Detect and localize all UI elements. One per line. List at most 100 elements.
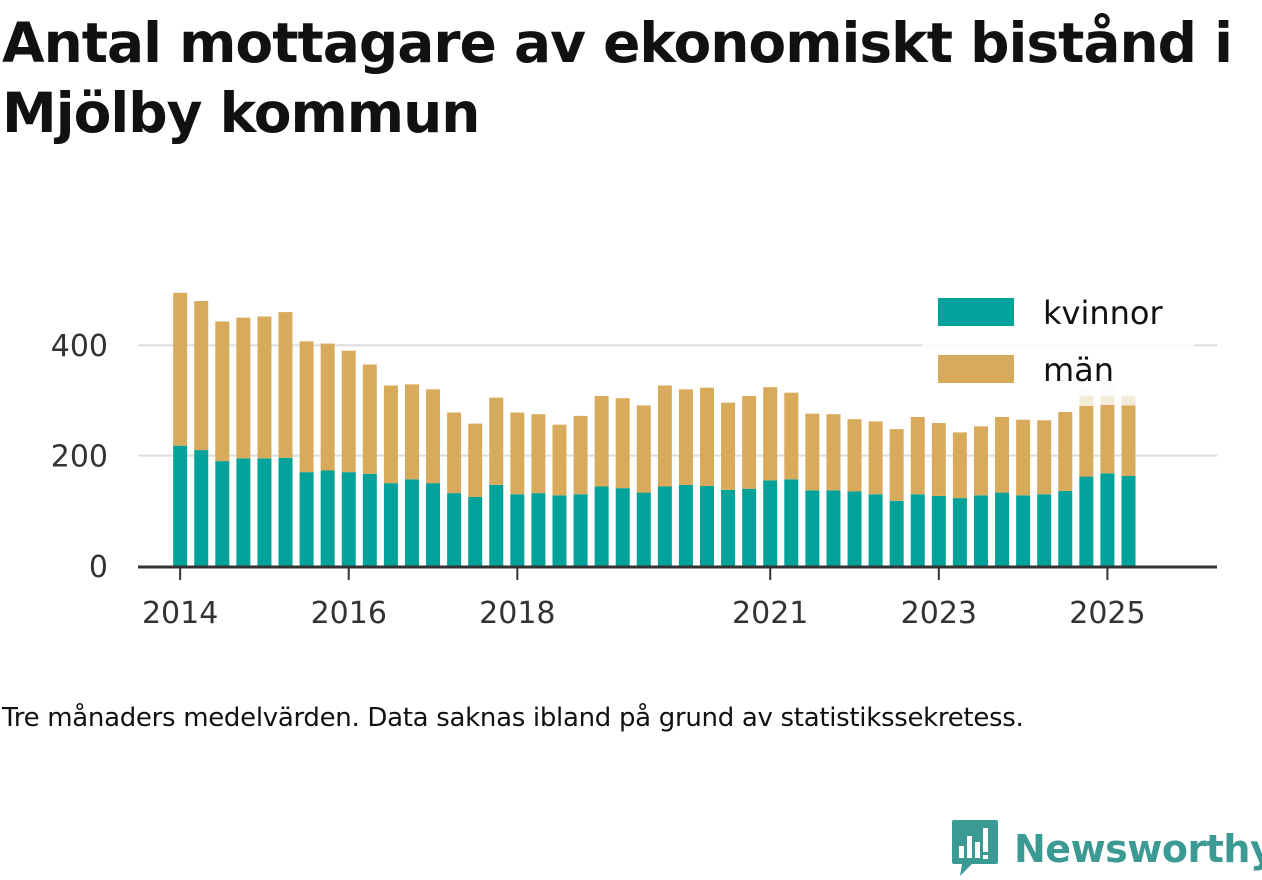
legend-label-kvinnor: kvinnor [1043, 294, 1164, 332]
bar-kvinnor-43 [1079, 476, 1094, 566]
x-tick-label-2023: 2023 [901, 596, 977, 631]
bar-kvinnor-44 [1100, 473, 1115, 566]
bar-män-16 [510, 412, 525, 495]
bar-kvinnor-15 [489, 484, 504, 566]
bar-kvinnor-26 [721, 489, 736, 566]
bar-män-26 [721, 402, 736, 490]
bar-män-8 [341, 350, 356, 473]
bar-män-41 [1037, 420, 1052, 495]
bar-män-32 [847, 419, 862, 492]
bar-kvinnor-10 [383, 483, 398, 566]
bar-kvinnor-22 [636, 492, 651, 566]
bar-kvinnor-11 [404, 479, 419, 566]
bar-kvinnor-28 [763, 480, 778, 566]
bar-kvinnor-16 [510, 494, 525, 566]
bar-män-25 [700, 387, 715, 486]
bar-män-18 [552, 424, 567, 496]
bar-män-1 [194, 301, 209, 451]
bar-kvinnor-21 [615, 488, 630, 566]
bar-män-14 [468, 423, 483, 497]
brand-logo: Newsworthy [950, 818, 1262, 880]
bar-män-40 [1016, 419, 1031, 496]
axes: 0 200 400 2014 2016 2018 2021 2023 2025 [51, 329, 1217, 631]
bar-män-34 [889, 429, 904, 501]
bar-kvinnor-14 [468, 497, 483, 566]
legend: kvinnor män [922, 292, 1194, 396]
footnote: Tre månaders medelvärden. Data saknas ib… [2, 703, 1024, 733]
bar-män-22 [636, 405, 651, 493]
bar-män-38 [973, 426, 988, 496]
bar-okänt-45 [1121, 394, 1136, 406]
bar-kvinnor-45 [1121, 476, 1136, 566]
bar-kvinnor-23 [657, 486, 672, 566]
bar-kvinnor-3 [236, 458, 251, 566]
bar-män-45 [1121, 405, 1136, 477]
bar-kvinnor-0 [173, 445, 188, 566]
bar-kvinnor-18 [552, 495, 567, 566]
bar-kvinnor-25 [700, 485, 715, 566]
bar-kvinnor-32 [847, 491, 862, 566]
x-tick-label-2018: 2018 [479, 596, 555, 631]
bar-män-35 [910, 416, 925, 495]
bar-kvinnor-19 [573, 494, 588, 566]
bar-kvinnor-31 [826, 490, 841, 566]
bar-kvinnor-24 [678, 484, 693, 566]
bar-män-10 [383, 385, 398, 484]
chart-area: 0 200 400 2014 2016 2018 2021 2023 2025 kvinnor m… [51, 292, 1217, 631]
bar-kvinnor-34 [889, 500, 904, 566]
bar-kvinnor-27 [742, 488, 757, 566]
x-tick-label-2025: 2025 [1069, 596, 1145, 631]
bar-kvinnor-5 [278, 457, 293, 566]
legend-swatch-kvinnor [938, 298, 1014, 326]
bar-män-9 [362, 364, 377, 474]
bar-kvinnor-41 [1037, 494, 1052, 566]
bar-kvinnor-1 [194, 450, 209, 566]
bar-män-28 [763, 387, 778, 481]
bar-män-17 [531, 414, 546, 494]
bar-män-29 [784, 392, 799, 480]
bar-kvinnor-30 [805, 490, 820, 566]
brand-name: Newsworthy [1014, 827, 1262, 871]
bar-kvinnor-9 [362, 473, 377, 566]
bar-män-30 [805, 413, 820, 491]
chat-bubble-bar-chart-icon [952, 820, 998, 876]
bar-män-11 [404, 384, 419, 480]
x-tick-label-2016: 2016 [311, 596, 387, 631]
bar-män-13 [447, 412, 462, 494]
bar-män-36 [931, 423, 946, 496]
bar-män-39 [995, 416, 1010, 493]
chart-title: Antal mottagare av ekonomiskt bistånd i … [2, 11, 1233, 145]
bar-män-23 [657, 385, 672, 487]
bar-kvinnor-20 [594, 486, 609, 566]
bar-kvinnor-29 [784, 479, 799, 566]
bar-män-42 [1058, 411, 1073, 491]
bar-kvinnor-39 [995, 492, 1010, 566]
bar-män-33 [868, 421, 883, 495]
legend-label-män: män [1043, 351, 1114, 389]
x-tick-label-2014: 2014 [142, 596, 218, 631]
bar-män-24 [678, 389, 693, 485]
bars [173, 292, 1136, 566]
bar-män-12 [426, 389, 441, 484]
bar-kvinnor-38 [973, 495, 988, 566]
bar-kvinnor-13 [447, 493, 462, 566]
bar-män-15 [489, 397, 504, 485]
y-tick-label-200: 200 [51, 440, 108, 475]
bar-kvinnor-37 [952, 498, 967, 566]
bar-män-44 [1100, 404, 1115, 474]
x-tick-label-2021: 2021 [732, 596, 808, 631]
bar-kvinnor-4 [257, 458, 272, 566]
bar-män-0 [173, 292, 188, 446]
bar-män-20 [594, 395, 609, 487]
bar-män-5 [278, 312, 293, 458]
y-tick-label-0: 0 [89, 550, 108, 585]
bar-män-21 [615, 398, 630, 489]
bar-män-7 [320, 343, 335, 471]
bar-kvinnor-35 [910, 494, 925, 566]
bar-kvinnor-6 [299, 472, 314, 566]
bar-män-2 [215, 321, 230, 462]
legend-swatch-män [938, 355, 1014, 383]
bar-män-37 [952, 432, 967, 499]
bar-kvinnor-36 [931, 495, 946, 566]
bar-män-4 [257, 316, 272, 459]
